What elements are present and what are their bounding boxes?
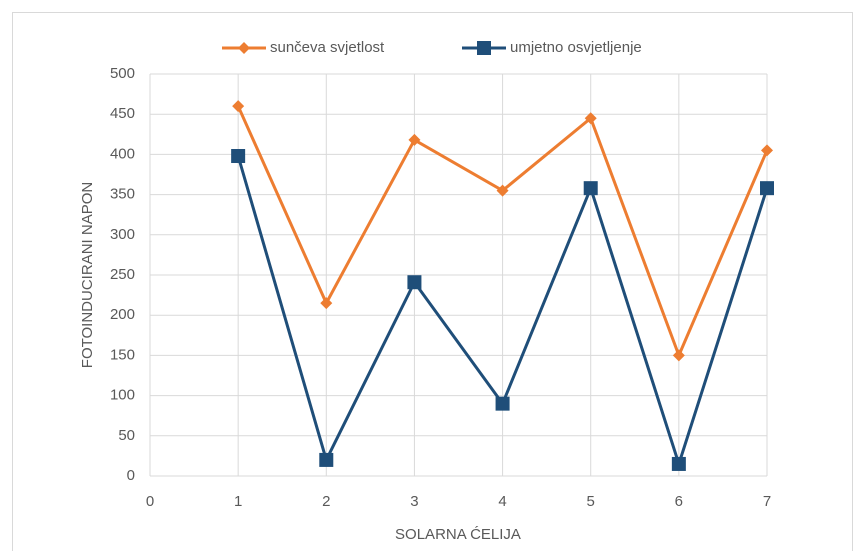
legend-marker: [238, 42, 250, 54]
data-point: [407, 275, 422, 290]
y-tick-label: 100: [110, 387, 135, 404]
y-tick-label: 150: [110, 346, 135, 363]
data-point: [232, 100, 245, 113]
y-tick-label: 50: [118, 427, 135, 444]
y-axis-label: FOTOINDUCIRANI NAPON: [79, 182, 96, 368]
data-point: [761, 144, 773, 157]
x-tick-label: 7: [763, 493, 771, 510]
y-tick-label: 250: [110, 266, 135, 283]
legend-marker: [477, 41, 491, 55]
data-point: [319, 452, 334, 467]
x-tick-label: 5: [587, 493, 595, 510]
legend-label: sunčeva svjetlost: [270, 39, 385, 56]
data-point: [760, 181, 774, 196]
data-point: [408, 133, 421, 146]
chart-frame: [12, 12, 853, 551]
data-point: [671, 456, 686, 471]
data-point: [320, 297, 333, 310]
x-tick-label: 0: [146, 493, 154, 510]
y-tick-label: 200: [110, 306, 135, 323]
y-tick-label: 350: [110, 186, 135, 203]
y-tick-label: 300: [110, 226, 135, 243]
x-tick-label: 6: [675, 493, 683, 510]
data-point: [495, 396, 510, 411]
y-tick-label: 400: [110, 145, 135, 162]
x-tick-label: 1: [234, 493, 242, 510]
legend-label: umjetno osvjetljenje: [510, 39, 642, 56]
x-tick-label: 3: [410, 493, 418, 510]
data-point: [672, 349, 685, 362]
x-tick-label: 2: [322, 493, 330, 510]
x-axis-label: SOLARNA ĆELIJA: [395, 526, 521, 543]
y-tick-label: 450: [110, 105, 135, 122]
data-point: [231, 149, 246, 164]
data-point: [583, 181, 598, 196]
data-point: [496, 184, 509, 197]
x-tick-label: 4: [498, 493, 506, 510]
y-tick-label: 0: [127, 467, 135, 484]
data-point: [584, 112, 597, 125]
y-tick-label: 500: [110, 65, 135, 82]
